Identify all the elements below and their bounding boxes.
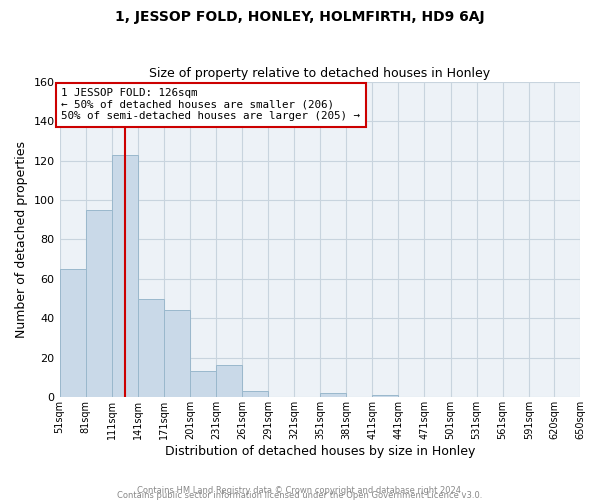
Bar bbox=[216, 366, 242, 397]
Y-axis label: Number of detached properties: Number of detached properties bbox=[15, 141, 28, 338]
Bar bbox=[320, 393, 346, 397]
Bar bbox=[59, 269, 86, 397]
Bar bbox=[164, 310, 190, 397]
Title: Size of property relative to detached houses in Honley: Size of property relative to detached ho… bbox=[149, 66, 490, 80]
Bar bbox=[373, 395, 398, 397]
Bar bbox=[242, 391, 268, 397]
X-axis label: Distribution of detached houses by size in Honley: Distribution of detached houses by size … bbox=[164, 444, 475, 458]
Text: 1 JESSOP FOLD: 126sqm
← 50% of detached houses are smaller (206)
50% of semi-det: 1 JESSOP FOLD: 126sqm ← 50% of detached … bbox=[61, 88, 360, 121]
Text: Contains public sector information licensed under the Open Government Licence v3: Contains public sector information licen… bbox=[118, 491, 482, 500]
Bar bbox=[138, 298, 164, 397]
Bar bbox=[190, 372, 216, 397]
Bar bbox=[86, 210, 112, 397]
Text: Contains HM Land Registry data © Crown copyright and database right 2024.: Contains HM Land Registry data © Crown c… bbox=[137, 486, 463, 495]
Bar bbox=[112, 155, 138, 397]
Text: 1, JESSOP FOLD, HONLEY, HOLMFIRTH, HD9 6AJ: 1, JESSOP FOLD, HONLEY, HOLMFIRTH, HD9 6… bbox=[115, 10, 485, 24]
